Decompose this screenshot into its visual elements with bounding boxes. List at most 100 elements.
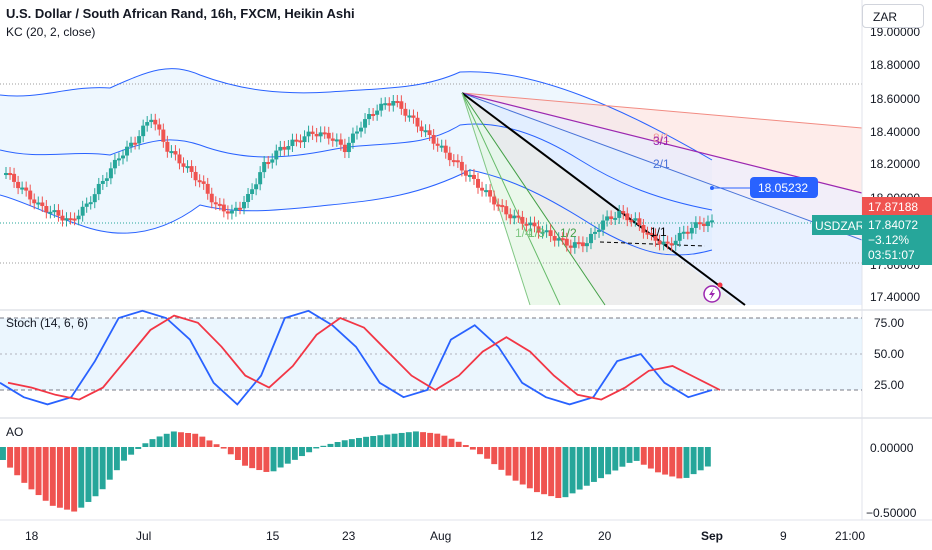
ao-bar (227, 447, 234, 455)
candle-body (326, 132, 331, 139)
candle-body (286, 146, 291, 150)
time-tick-23: 23 (342, 529, 356, 543)
change-text: −3.12% (868, 233, 909, 247)
keltner-middle (0, 123, 713, 211)
candle-body (141, 125, 146, 137)
candle-body (496, 204, 501, 207)
candle-body (399, 101, 404, 109)
candle-body (161, 129, 166, 142)
candle-body (104, 178, 109, 181)
ao-bar (377, 435, 384, 447)
marker-price-box[interactable] (750, 177, 818, 198)
ao-bar (199, 436, 206, 447)
ao-legend[interactable]: AO (6, 425, 24, 439)
ao-bar (56, 447, 63, 508)
currency-selector[interactable]: ZAR (862, 4, 924, 28)
candle-body (459, 161, 464, 171)
time-tick-sep: Sep (701, 529, 723, 543)
last-price-box (862, 215, 932, 265)
ao-bar (313, 447, 320, 449)
candle-body (673, 240, 678, 245)
candle-body (536, 226, 541, 233)
symbol-label-box[interactable] (812, 215, 862, 235)
fan-line-2-1 (461, 92, 863, 241)
candle-body (237, 207, 242, 210)
candle-body (266, 162, 271, 165)
candle-body (419, 126, 424, 132)
ao-bar (605, 447, 612, 475)
ao-bar (78, 447, 85, 508)
ao-bar (370, 435, 377, 447)
candle-body (447, 152, 452, 161)
ao-bar (242, 447, 248, 466)
fan-line-1-3 (461, 92, 561, 306)
marker-dot (710, 186, 714, 190)
ao-bar (220, 447, 227, 449)
candle-body (145, 122, 150, 126)
candle-body (407, 115, 412, 118)
candle-body (100, 180, 105, 184)
ao-bar (35, 447, 42, 496)
ao-bar (256, 447, 263, 471)
candle-body (68, 218, 73, 221)
last-price-text: 17.84072 (868, 218, 918, 232)
candle-body (379, 103, 384, 111)
candle-body (278, 146, 283, 151)
ao-bar (412, 431, 419, 447)
candle-body (645, 232, 650, 235)
fan-label-1-4: 1/4 (515, 226, 532, 240)
high-label-box (862, 197, 932, 215)
candle-body (637, 218, 642, 225)
candle-body (391, 101, 396, 106)
ao-bar (206, 440, 213, 447)
candle-body (480, 187, 485, 191)
candle-body (476, 178, 481, 188)
candle-body (415, 117, 420, 127)
ao-bar (185, 433, 192, 447)
candle-body (605, 216, 610, 221)
time-tick-jul: Jul (136, 529, 151, 543)
candle-body (12, 173, 17, 182)
candle-body (580, 242, 585, 247)
candle-body (16, 181, 21, 189)
candle-body (677, 232, 682, 241)
ao-bar (291, 447, 298, 460)
candle-body (334, 139, 339, 142)
candle-body (209, 193, 214, 203)
stoch-legend[interactable]: Stoch (14, 6, 6) (6, 316, 89, 330)
candle-body (342, 144, 347, 153)
ao-bar (498, 447, 505, 470)
candle-body (177, 154, 182, 164)
candle-body (431, 135, 436, 144)
dashed-support (599, 241, 706, 247)
chart-title[interactable]: U.S. Dollar / South African Rand, 16h, F… (6, 6, 355, 21)
candle-body (294, 139, 299, 142)
candle-body (133, 142, 138, 145)
candle-body (76, 215, 81, 220)
time-tick-aug: Aug (430, 529, 451, 543)
candle-body (125, 146, 130, 156)
candle-body (685, 231, 690, 234)
candle-body (705, 221, 710, 227)
ao-bar (263, 447, 270, 472)
ao-bar (384, 434, 391, 447)
fan-line-3-1 (461, 92, 863, 194)
candle-body (621, 211, 626, 214)
time-tick-15: 15 (266, 529, 280, 543)
time-tick-18: 18 (25, 529, 39, 543)
candle-body (185, 166, 190, 169)
keltner-legend[interactable]: KC (20, 2, close) (6, 25, 96, 39)
candle-body (471, 174, 476, 179)
ao-bar (655, 447, 661, 473)
ao-bar (420, 432, 426, 447)
candle-body (492, 196, 497, 205)
candle-body (205, 183, 210, 194)
candle-body (137, 136, 142, 144)
candle-body (423, 130, 428, 133)
candle-body (322, 132, 327, 135)
stoch-tick-75: 75.00 (874, 316, 904, 330)
ao-bar (170, 431, 177, 447)
ao-bar (626, 447, 633, 463)
price-tick-3: 18.40000 (870, 125, 920, 139)
candle-body (60, 215, 65, 221)
